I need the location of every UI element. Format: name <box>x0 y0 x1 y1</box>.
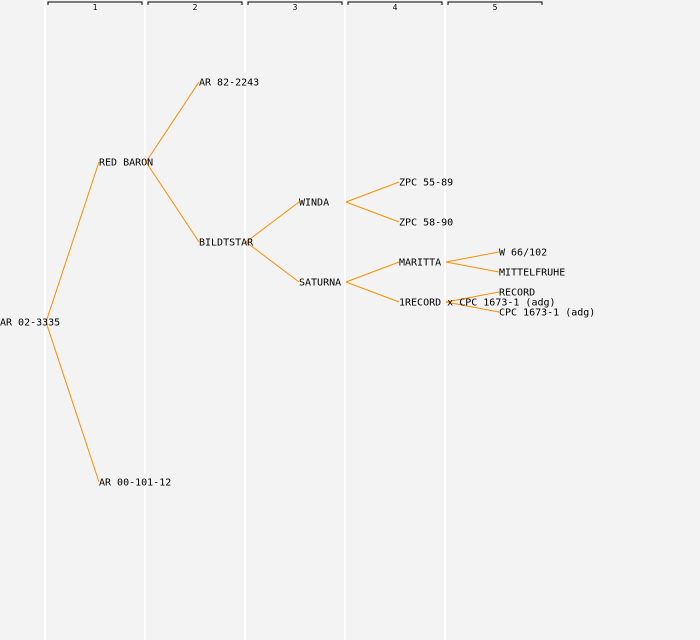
pedigree-node-label[interactable]: RED BARON <box>99 158 153 169</box>
pedigree-edge <box>145 81 200 163</box>
column-divider <box>144 0 146 640</box>
pedigree-edge <box>445 291 500 303</box>
pedigree-edge <box>445 301 500 313</box>
generation-header: 5 <box>493 3 498 12</box>
pedigree-node-label[interactable]: AR 02-3335 <box>0 318 60 329</box>
pedigree-node-label[interactable]: MARITTA <box>399 258 441 269</box>
generation-header: 1 <box>93 3 98 12</box>
pedigree-edge <box>345 261 400 283</box>
pedigree-node-label[interactable]: WINDA <box>299 198 329 209</box>
generation-bracket <box>147 1 243 5</box>
pedigree-edge <box>445 261 500 273</box>
pedigree-edge <box>345 181 400 203</box>
pedigree-edge <box>145 161 200 243</box>
generation-header: 2 <box>193 3 198 12</box>
pedigree-node-label[interactable]: RECORD <box>499 288 535 299</box>
pedigree-edge <box>245 201 300 243</box>
generation-bracket <box>247 1 343 5</box>
column-divider <box>244 0 246 640</box>
generation-header: 4 <box>393 3 398 12</box>
pedigree-node-label[interactable]: AR 82-2243 <box>199 78 259 89</box>
pedigree-edge <box>445 251 500 263</box>
pedigree-node-label[interactable]: SATURNA <box>299 278 341 289</box>
column-divider <box>444 0 446 640</box>
pedigree-node-label[interactable]: BILDTSTAR <box>199 238 254 249</box>
generation-bracket <box>447 1 543 5</box>
pedigree-node-label[interactable]: AR 00-101-12 <box>99 478 171 489</box>
pedigree-node-label[interactable]: 1RECORD x CPC 1673-1 (adg) <box>399 298 556 309</box>
generation-bracket <box>47 1 143 5</box>
generation-bracket <box>347 1 443 5</box>
pedigree-node-label[interactable]: ZPC 58-90 <box>399 218 453 229</box>
pedigree-edge <box>45 321 100 483</box>
column-divider <box>44 0 46 640</box>
pedigree-edge <box>345 281 400 303</box>
pedigree-node-label[interactable]: W 66/102 <box>499 248 547 259</box>
generation-header: 3 <box>293 3 298 12</box>
pedigree-node-label[interactable]: CPC 1673-1 (adg) <box>499 308 595 319</box>
column-divider <box>344 0 346 640</box>
pedigree-edge <box>45 161 100 323</box>
pedigree-node-label[interactable]: MITTELFRUHE <box>499 268 565 279</box>
pedigree-edge <box>245 241 300 283</box>
pedigree-edge <box>345 201 400 223</box>
pedigree-node-label[interactable]: ZPC 55-89 <box>399 178 453 189</box>
